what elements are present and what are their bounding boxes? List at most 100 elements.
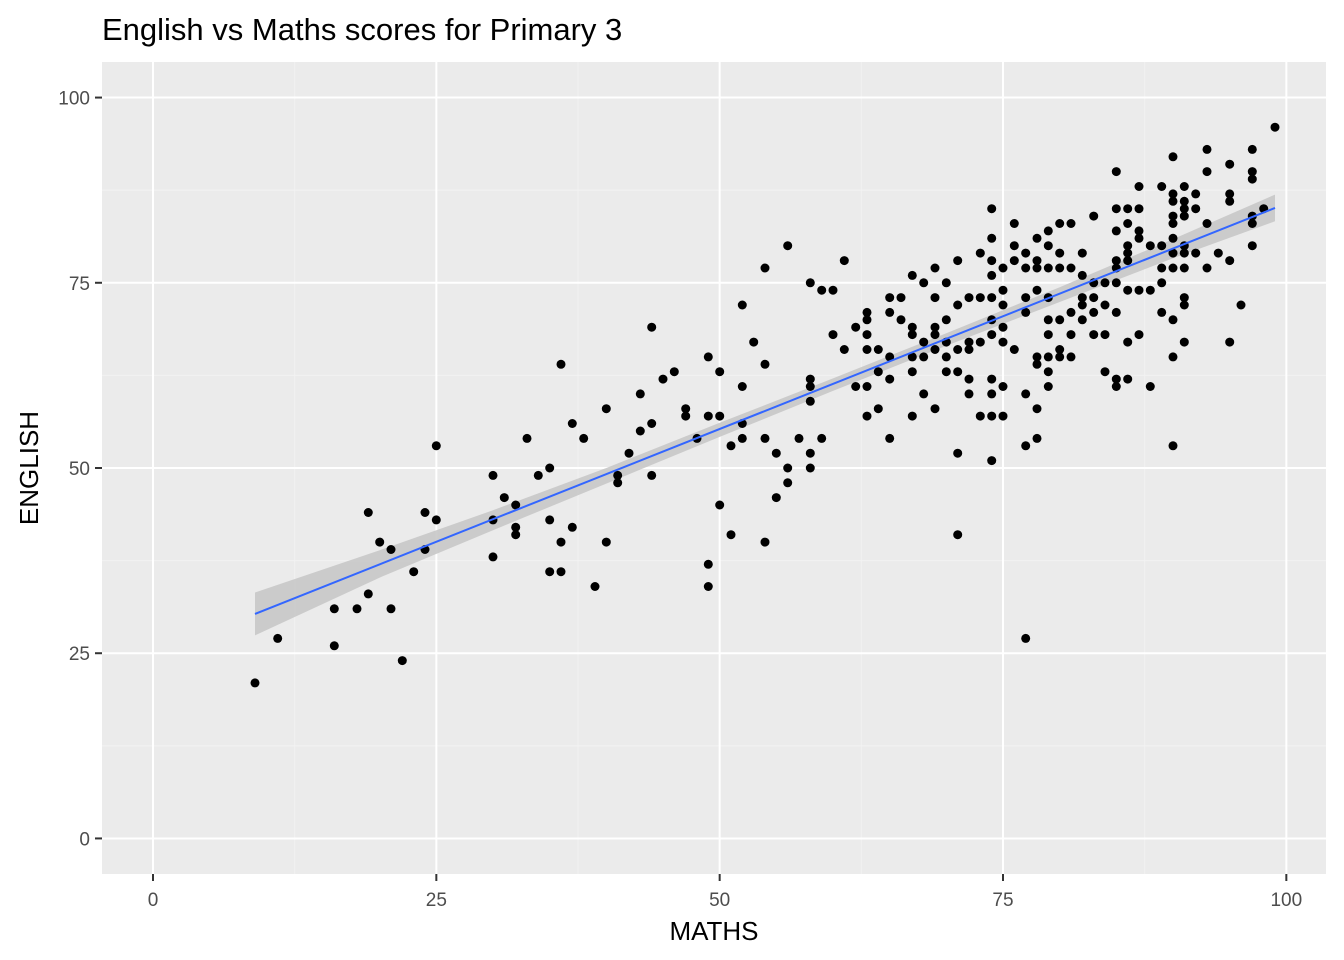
data-point [1247, 174, 1257, 184]
chart-title: English vs Maths scores for Primary 3 [102, 12, 622, 47]
data-point [329, 641, 339, 651]
data-point [885, 293, 895, 303]
data-point [941, 278, 951, 288]
data-point [613, 470, 623, 480]
y-axis-title: ENGLISH [14, 411, 44, 525]
data-point [839, 345, 849, 354]
data-point [273, 633, 283, 643]
data-point [1270, 122, 1280, 132]
data-point [953, 300, 963, 310]
data-point [590, 582, 600, 591]
data-point [533, 470, 543, 480]
data-point [873, 404, 883, 414]
x-tick-label: 0 [148, 890, 159, 911]
data-point [545, 515, 555, 525]
data-point [1043, 352, 1053, 362]
data-point [919, 389, 929, 399]
data-point [805, 448, 815, 458]
data-point [1043, 315, 1053, 325]
data-point [681, 404, 691, 414]
x-tick-label: 100 [1270, 890, 1302, 911]
data-point [805, 463, 815, 473]
data-point [794, 433, 804, 443]
data-point [805, 374, 815, 384]
data-point [1055, 263, 1065, 273]
data-point [1168, 233, 1178, 243]
data-point [1032, 233, 1042, 243]
data-point [1009, 219, 1019, 228]
data-point [783, 241, 793, 251]
data-point [556, 567, 566, 577]
data-point [1134, 233, 1144, 243]
data-point [862, 330, 872, 340]
data-point [1179, 182, 1189, 191]
data-point [919, 337, 929, 347]
data-point [1157, 307, 1167, 317]
data-point [1157, 182, 1167, 191]
data-point [1021, 633, 1031, 643]
data-point [1021, 248, 1031, 258]
x-tick-label: 25 [426, 890, 447, 911]
data-point [715, 367, 725, 377]
x-axis-ticks: 0 25 50 75 100 [148, 874, 1302, 911]
data-point [1123, 241, 1133, 251]
data-point [817, 433, 827, 443]
data-point [873, 345, 883, 354]
data-point [1043, 367, 1053, 377]
data-point [1100, 278, 1110, 288]
data-point [1123, 248, 1133, 258]
data-point [1043, 330, 1053, 340]
data-point [1111, 226, 1121, 236]
data-point [862, 382, 872, 391]
data-point [885, 374, 895, 384]
data-point [431, 515, 441, 525]
data-point [771, 493, 781, 503]
data-point [658, 374, 668, 384]
data-point [703, 411, 713, 421]
data-point [1021, 307, 1031, 317]
data-point [964, 345, 974, 354]
data-point [511, 522, 521, 532]
y-tick-label: 25 [69, 644, 90, 665]
data-point [386, 604, 396, 614]
data-point [511, 500, 521, 510]
data-point [760, 263, 770, 273]
data-point [1168, 441, 1178, 451]
data-point [941, 367, 951, 377]
data-point [545, 463, 555, 473]
data-point [1077, 270, 1087, 280]
data-point [647, 322, 657, 332]
data-points [250, 122, 1280, 688]
data-point [1123, 285, 1133, 295]
data-point [987, 330, 997, 340]
data-point [635, 426, 645, 436]
data-point [431, 441, 441, 451]
data-point [1055, 352, 1065, 362]
y-tick-label: 75 [69, 274, 90, 295]
data-point [1191, 204, 1201, 214]
data-point [862, 307, 872, 317]
data-point [1168, 248, 1178, 258]
data-point [1100, 330, 1110, 340]
data-point [873, 367, 883, 377]
data-point [1123, 374, 1133, 384]
data-point [1100, 300, 1110, 310]
x-axis-title: MATHS [669, 916, 758, 946]
data-point [987, 233, 997, 243]
data-point [760, 537, 770, 547]
data-point [1202, 219, 1212, 228]
data-point [953, 345, 963, 354]
data-point [1077, 315, 1087, 325]
data-point [1168, 263, 1178, 273]
data-point [1247, 241, 1257, 251]
data-point [1032, 433, 1042, 443]
data-point [987, 389, 997, 399]
data-point [601, 537, 611, 547]
data-point [987, 204, 997, 214]
data-point [715, 411, 725, 421]
data-point [329, 604, 339, 614]
data-point [1145, 285, 1155, 295]
data-point [953, 256, 963, 266]
data-point [907, 322, 917, 332]
data-point [885, 433, 895, 443]
